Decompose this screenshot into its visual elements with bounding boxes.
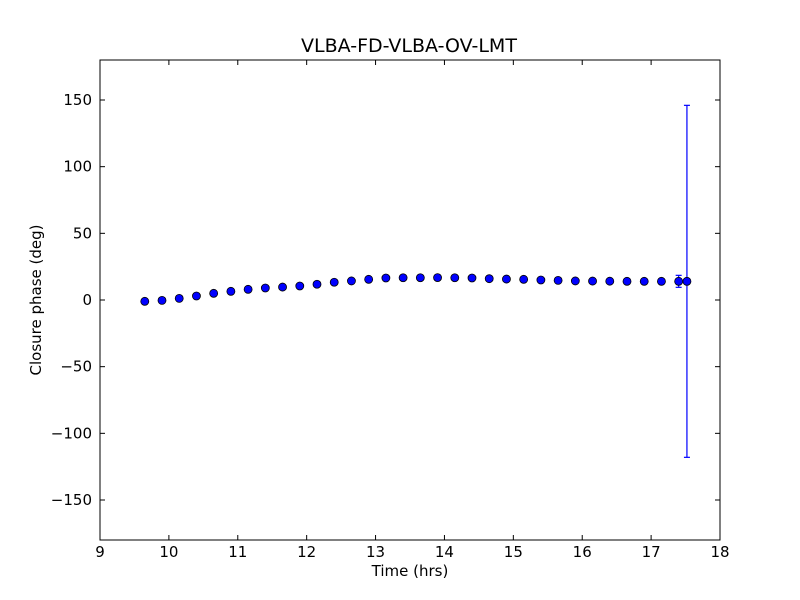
data-point bbox=[570, 276, 580, 286]
data-point bbox=[588, 276, 597, 286]
data-point bbox=[484, 274, 494, 284]
y-tick-label: 50 bbox=[73, 224, 92, 242]
data-point bbox=[295, 281, 305, 291]
data-point bbox=[260, 283, 270, 293]
data-point bbox=[682, 276, 692, 286]
x-tick-label: 10 bbox=[159, 543, 178, 561]
data-point bbox=[433, 273, 442, 283]
data-point bbox=[622, 276, 632, 286]
data-points bbox=[140, 273, 692, 306]
x-axis: 9 10 11 12 13 14 15 16 17 18 bbox=[95, 60, 730, 561]
data-point bbox=[450, 273, 460, 283]
data-point bbox=[312, 279, 322, 289]
data-point bbox=[536, 275, 546, 285]
y-tick-label: 100 bbox=[63, 158, 92, 176]
data-point bbox=[519, 274, 529, 284]
data-point bbox=[502, 274, 511, 284]
y-tick-label: −50 bbox=[60, 358, 92, 376]
plot-area bbox=[100, 60, 720, 540]
data-point bbox=[157, 295, 167, 305]
y-tick-label: −150 bbox=[51, 491, 92, 509]
x-axis-label: Time (hrs) bbox=[371, 562, 449, 580]
data-point bbox=[605, 276, 615, 286]
data-point bbox=[553, 275, 563, 285]
y-tick-label: 0 bbox=[82, 291, 92, 309]
data-point bbox=[398, 273, 408, 283]
x-tick-label: 9 bbox=[95, 543, 105, 561]
data-point bbox=[278, 282, 287, 292]
data-point bbox=[657, 276, 666, 286]
data-point bbox=[226, 286, 236, 296]
data-point bbox=[364, 274, 374, 284]
y-tick-label: 150 bbox=[63, 91, 92, 109]
data-point bbox=[415, 273, 425, 283]
y-tick-label: −100 bbox=[51, 424, 92, 442]
x-tick-label: 15 bbox=[504, 543, 523, 561]
y-axis: −150 −100 −50 0 50 100 150 bbox=[51, 91, 720, 509]
y-axis-label: Closure phase (deg) bbox=[27, 225, 45, 376]
data-point bbox=[243, 284, 253, 294]
x-tick-label: 13 bbox=[366, 543, 385, 561]
data-point bbox=[381, 273, 391, 283]
data-point bbox=[192, 291, 201, 301]
data-point bbox=[674, 276, 684, 286]
x-tick-label: 17 bbox=[642, 543, 661, 561]
data-point bbox=[347, 276, 356, 286]
data-point bbox=[329, 277, 339, 287]
x-tick-label: 14 bbox=[435, 543, 454, 561]
x-tick-label: 18 bbox=[710, 543, 729, 561]
chart-title: VLBA-FD-VLBA-OV-LMT bbox=[301, 35, 517, 57]
data-point bbox=[639, 276, 649, 286]
data-point bbox=[467, 273, 477, 283]
plot-frame bbox=[99, 59, 721, 541]
data-point bbox=[174, 293, 184, 303]
x-tick-label: 12 bbox=[297, 543, 316, 561]
data-point bbox=[140, 296, 150, 306]
data-point bbox=[209, 288, 219, 298]
x-tick-label: 16 bbox=[573, 543, 592, 561]
x-tick-label: 11 bbox=[228, 543, 247, 561]
